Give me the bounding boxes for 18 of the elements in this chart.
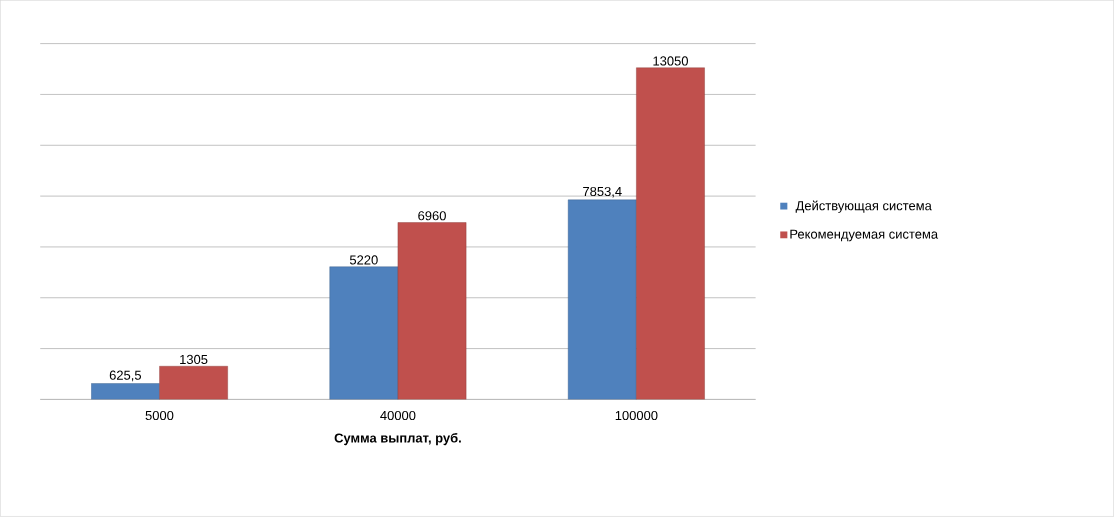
legend-label: Рекомендуемая система: [790, 229, 939, 242]
data-label: 6960: [418, 211, 446, 221]
data-label: 13050: [653, 56, 688, 66]
x-axis-title: Сумма выплат, руб.: [334, 433, 461, 446]
data-label: 1305: [180, 355, 208, 365]
bar: [159, 366, 228, 400]
bar: [636, 67, 705, 400]
legend-label: Действующая система: [795, 200, 932, 214]
data-label: 5220: [349, 255, 378, 265]
x-tick-label: 40000: [380, 411, 416, 421]
data-label: 7853,4: [583, 187, 622, 198]
data-label: 625,5: [109, 370, 142, 382]
bar: [91, 383, 160, 400]
bar: [567, 199, 637, 400]
bar: [397, 222, 467, 400]
bar: [329, 266, 399, 400]
x-tick-label: 100000: [615, 411, 658, 421]
x-tick-label: 5000: [145, 411, 174, 421]
